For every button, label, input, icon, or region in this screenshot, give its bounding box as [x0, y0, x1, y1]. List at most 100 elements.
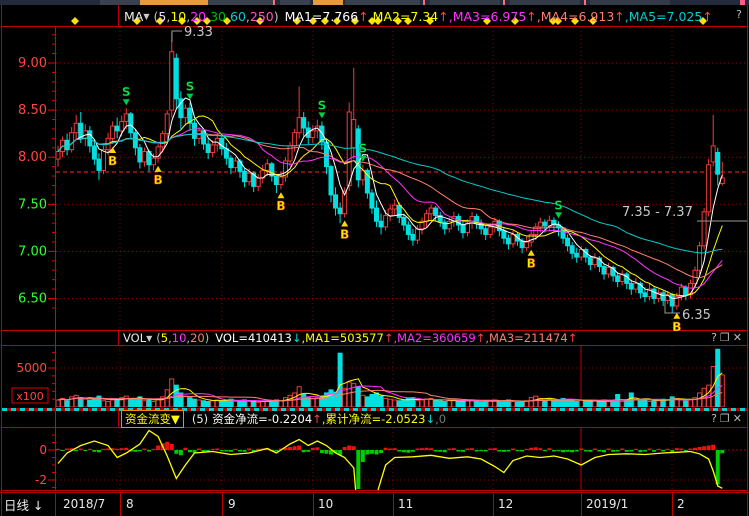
- up-arrow-icon: ↑: [526, 8, 537, 24]
- gap-annotation: 7.35 - 7.37: [622, 205, 693, 220]
- down-arrow-icon: ↓: [425, 412, 436, 426]
- legend-field: ,MA3=211474: [485, 331, 568, 345]
- indicator-dropdown[interactable]: 资金流变▼: [121, 410, 184, 428]
- axis-date-label: 2019/1: [586, 497, 629, 511]
- top-tab-remnant[interactable]: [423, 0, 425, 5]
- indicator-name[interactable]: VOL: [123, 331, 147, 345]
- event-diamond-icon[interactable]: [699, 17, 707, 25]
- event-diamond-icon[interactable]: [309, 17, 317, 25]
- event-diamond-icon[interactable]: [351, 17, 359, 25]
- up-arrow-icon: ↑: [614, 8, 625, 24]
- up-arrow-icon: ↑: [438, 8, 449, 24]
- top-tab-remnant[interactable]: [100, 0, 140, 5]
- buy-marker: B: [672, 320, 681, 334]
- buy-marker: B: [527, 257, 536, 271]
- buy-arrow-icon: [109, 147, 117, 154]
- help-icon[interactable]: ?: [711, 331, 720, 344]
- axis-date-label: 2018/7: [63, 497, 106, 511]
- top-tab-remnant[interactable]: [510, 0, 580, 5]
- main-indicator-legend: MA ▼ (5,10,20,30,60,250) MA1=7.766 ↑ ,MA2=7.…: [124, 6, 713, 26]
- buy-marker: B: [340, 227, 349, 241]
- event-diamond-icon[interactable]: [71, 17, 79, 25]
- up-arrow-icon: ↑: [312, 412, 322, 426]
- time-axis-bar[interactable]: 2018/7 8 9 10 11 12 2019/1 2: [0, 492, 749, 516]
- vol-ma10-line: [57, 385, 723, 402]
- event-diamond-icon[interactable]: [394, 17, 402, 25]
- event-diamond-icon[interactable]: [511, 17, 519, 25]
- trade-signal-markers: B S B S B S B S B S B: [108, 79, 682, 334]
- flow-panel-icons[interactable]: ?❐✕: [711, 412, 745, 425]
- axis-separator: [120, 493, 121, 516]
- vol-multiplier-label: x100: [16, 390, 44, 403]
- price-tick-label: 6.50: [18, 292, 47, 307]
- top-tab-remnant[interactable]: [503, 0, 505, 5]
- event-diamond-icon[interactable]: [368, 17, 376, 25]
- event-diamond-icon[interactable]: [133, 17, 141, 25]
- event-diamond-icon[interactable]: [321, 17, 329, 25]
- top-tab-remnant[interactable]: [740, 0, 745, 5]
- high-annotation: 9.33: [184, 25, 213, 40]
- top-tab-remnant[interactable]: [590, 0, 670, 5]
- help-icon[interactable]: ?: [736, 8, 745, 21]
- top-tab-remnant[interactable]: [584, 0, 586, 5]
- buy-arrow-icon: [341, 220, 349, 227]
- event-diamond-icon[interactable]: [256, 17, 264, 25]
- event-diamond-icon[interactable]: [571, 17, 579, 25]
- flow-tick-label: 0: [39, 443, 47, 457]
- event-diamond-markers: [71, 17, 707, 25]
- annotations: 9.33 7.35 - 7.37 6.35: [184, 25, 711, 323]
- sell-arrow-icon: [318, 112, 326, 119]
- top-tab-remnant[interactable]: [345, 0, 420, 5]
- main-panel-icons[interactable]: ?: [736, 8, 745, 21]
- close-icon[interactable]: ✕: [732, 331, 745, 344]
- legend-field: ,MA5=7.025: [624, 8, 703, 24]
- vol-panel-icons[interactable]: ?❐✕: [711, 331, 745, 344]
- buy-marker: B: [108, 154, 117, 168]
- panel-divider-handle[interactable]: [2, 408, 747, 411]
- close-icon[interactable]: ✕: [732, 412, 745, 425]
- top-tab-remnant[interactable]: [430, 0, 500, 5]
- dropdown-arrow-icon[interactable]: ▼: [146, 333, 153, 343]
- event-diamond-icon[interactable]: [426, 17, 434, 25]
- indicator-name[interactable]: MA: [124, 8, 144, 24]
- period-selector[interactable]: 日线 ↓: [4, 495, 43, 514]
- event-diamond-icon[interactable]: [156, 17, 164, 25]
- event-diamond-icon[interactable]: [203, 17, 211, 25]
- sell-marker: S: [122, 85, 131, 99]
- event-diamond-icon[interactable]: [293, 17, 301, 25]
- event-diamond-icon[interactable]: [483, 17, 491, 25]
- legend-field: VOL=410413: [215, 331, 292, 345]
- buy-arrow-icon: [277, 192, 285, 199]
- dropdown-arrow-icon[interactable]: ▼: [143, 11, 150, 21]
- event-diamond-icon[interactable]: [374, 17, 382, 25]
- top-tab-strip[interactable]: [0, 0, 749, 5]
- top-tab-remnant[interactable]: [280, 0, 310, 5]
- top-tab-remnant[interactable]: [140, 0, 208, 5]
- flow-bars: [56, 441, 725, 489]
- restore-icon[interactable]: ❐: [719, 412, 733, 425]
- up-arrow-icon: ↑: [702, 8, 713, 24]
- event-diamond-icon[interactable]: [554, 17, 562, 25]
- top-tab-remnant[interactable]: [208, 0, 273, 5]
- ma5-line: [57, 97, 723, 300]
- flow-indicator-legend: 资金流变▼ (5) 资金净流=-0.2204 ↑ ,累计净流=-2.0523 ↓,…: [121, 410, 446, 428]
- help-icon[interactable]: ?: [711, 412, 720, 425]
- vol-ma5-line: [57, 372, 723, 402]
- buy-arrow-icon: [673, 312, 681, 319]
- event-diamond-icon[interactable]: [404, 17, 412, 25]
- axis-separator: [393, 493, 394, 516]
- up-arrow-icon: ↑: [567, 331, 578, 345]
- event-diamond-icon[interactable]: [333, 17, 341, 25]
- event-diamond-icon[interactable]: [178, 17, 186, 25]
- axis-date-label: 2: [677, 497, 685, 511]
- event-diamond-icon[interactable]: [223, 17, 231, 25]
- event-diamond-icon[interactable]: [589, 17, 597, 25]
- axis-separator: [672, 493, 673, 516]
- event-diamond-icon[interactable]: [549, 17, 557, 25]
- event-diamond-icon[interactable]: [193, 17, 201, 25]
- top-tab-remnant[interactable]: [313, 0, 343, 5]
- top-tab-remnant[interactable]: [273, 0, 275, 5]
- restore-icon[interactable]: ❐: [719, 331, 733, 344]
